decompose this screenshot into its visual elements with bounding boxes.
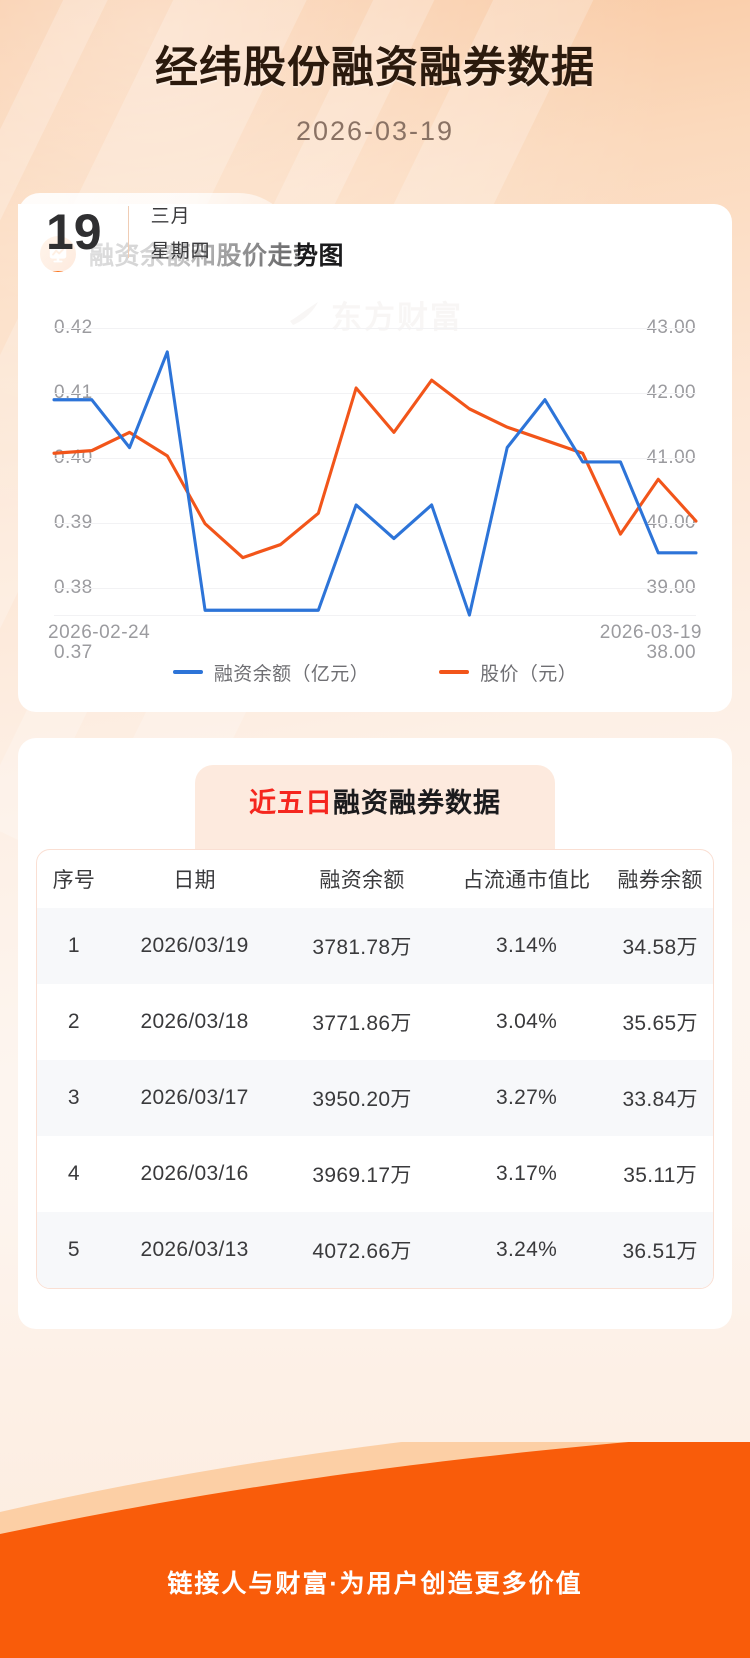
cell-no: 5 (67, 1237, 80, 1261)
y-axis-right-tick: 43.00 (646, 316, 696, 338)
cell-margin-balance: 4072.66万 (312, 1239, 412, 1263)
date-chip-day: 19 (46, 204, 102, 260)
table-body: 1 2026/03/19 3781.78万 3.14% 34.58万 2 2026/03/1… (37, 907, 713, 1288)
cell-margin-balance: 3771.86万 (312, 1011, 412, 1035)
legend-label: 股价（元） (480, 663, 578, 685)
cell-pct: 3.04% (496, 1009, 558, 1033)
cell-pct: 3.17% (496, 1161, 558, 1185)
cell-short-balance: 34.58万 (622, 935, 698, 959)
plot-area (52, 327, 698, 617)
cell-short-balance: 35.65万 (622, 1011, 698, 1035)
y-axis-left-tick: 0.42 (54, 316, 93, 338)
cell-date: 2026/03/17 (140, 1085, 249, 1109)
series-lines (52, 350, 698, 617)
table-row: 2 2026/03/18 3771.86万 3.04% 35.65万 (37, 984, 713, 1060)
date-chip-weekday: 星期四 (150, 241, 211, 262)
cell-pct: 3.24% (496, 1237, 558, 1261)
column-header-margin-balance: 融资余额 (319, 868, 405, 892)
cell-pct: 3.27% (496, 1085, 558, 1109)
footer-slogan: 链接人与财富·为用户创造更多价值 (167, 1570, 583, 1598)
chart-legend: 融资余额（亿元） 股价（元） (18, 659, 732, 686)
y-axis-right-tick: 42.00 (646, 381, 696, 403)
y-axis-right-tick: 38.00 (646, 641, 696, 663)
legend-label: 融资余额（亿元） (213, 663, 370, 685)
table-card: 近五日融资融券数据 序号 日期 融资余额 占流通市值比 融券余额 1 2026/0… (18, 737, 732, 1329)
table-title: 近五日融资融券数据 (195, 764, 555, 850)
cell-margin-balance: 3969.17万 (312, 1163, 412, 1187)
y-axis-left-tick: 0.39 (54, 511, 93, 533)
column-header-short-balance: 融券余额 (617, 868, 703, 892)
y-axis-right-tick: 41.00 (646, 446, 696, 468)
legend-color-swatch (439, 670, 470, 675)
y-axis-left-tick: 0.38 (54, 576, 93, 598)
date-chip-divider (127, 206, 129, 258)
chart-card: 融资余额和股价走势图 东方财富 0.42 0.41 0.40 0.39 0.38… (18, 203, 732, 712)
chart-plot: 东方财富 0.42 0.41 0.40 0.39 0.38 0.37 43.00… (18, 298, 732, 663)
cell-no: 4 (67, 1161, 80, 1185)
cell-date: 2026/03/18 (140, 1009, 249, 1033)
table-title-highlight: 近五日 (249, 787, 333, 818)
cell-short-balance: 35.11万 (623, 1163, 698, 1187)
table-row: 5 2026/03/13 4072.66万 3.24% 36.51万 (37, 1211, 713, 1288)
x-axis-end-label: 2026-03-19 (599, 621, 702, 643)
cell-date: 2026/03/19 (140, 933, 249, 957)
legend-item-margin-balance: 融资余额（亿元） (172, 659, 370, 686)
date-chip: 19 三月 星期四 (18, 193, 298, 271)
y-axis-right-tick: 39.00 (646, 576, 696, 598)
page-footer: 链接人与财富·为用户创造更多价值 (0, 1442, 750, 1658)
column-header-no: 序号 (52, 868, 96, 892)
page-header: 经纬股份融资融券数据 2026-03-19 (0, 0, 750, 147)
table-row: 4 2026/03/16 3969.17万 3.17% 35.11万 (37, 1136, 713, 1212)
table-row: 3 2026/03/17 3950.20万 3.27% 33.84万 (37, 1059, 713, 1136)
page-subtitle-date: 2026-03-19 (295, 115, 455, 146)
y-axis-right-tick: 40.00 (646, 511, 696, 533)
legend-item-stock-price: 股价（元） (439, 659, 577, 686)
table-title-rest: 融资融券数据 (333, 787, 501, 818)
cell-no: 3 (67, 1085, 80, 1109)
watermark-logo-icon (290, 302, 318, 326)
date-chip-month: 三月 (150, 206, 191, 227)
cell-margin-balance: 3781.78万 (312, 935, 412, 959)
table-header-row: 序号 日期 融资余额 占流通市值比 融券余额 (37, 850, 713, 908)
cell-date: 2026/03/16 (140, 1161, 249, 1185)
table-row: 1 2026/03/19 3781.78万 3.14% 34.58万 (37, 907, 713, 984)
cell-short-balance: 36.51万 (622, 1239, 698, 1263)
footer-wave (0, 1442, 750, 1658)
cell-date: 2026/03/13 (140, 1237, 249, 1261)
cell-short-balance: 33.84万 (622, 1087, 698, 1111)
cell-margin-balance: 3950.20万 (312, 1087, 412, 1111)
legend-color-swatch (172, 670, 203, 675)
x-axis-start-label: 2026-02-24 (48, 621, 151, 643)
column-header-date: 日期 (173, 868, 216, 892)
cell-no: 2 (67, 1009, 80, 1033)
y-axis-left-tick: 0.37 (54, 641, 93, 663)
cell-no: 1 (67, 933, 80, 957)
page-title: 经纬股份融资融券数据 (155, 44, 595, 92)
cell-pct: 3.14% (496, 933, 558, 957)
column-header-pct: 占流通市值比 (462, 868, 591, 892)
y-axis-left-tick: 0.41 (54, 381, 93, 403)
data-table: 序号 日期 融资余额 占流通市值比 融券余额 1 2026/03/19 3781.7… (36, 848, 714, 1289)
